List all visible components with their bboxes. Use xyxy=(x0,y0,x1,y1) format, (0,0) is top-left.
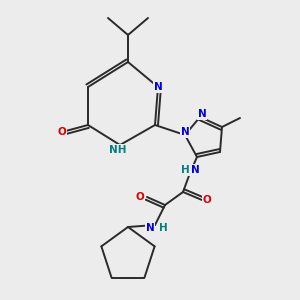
Text: N: N xyxy=(181,127,189,137)
Text: N: N xyxy=(146,223,154,233)
Text: NH: NH xyxy=(109,145,127,155)
Text: H: H xyxy=(181,165,189,175)
Text: N: N xyxy=(154,82,162,92)
Text: O: O xyxy=(58,127,66,137)
Text: O: O xyxy=(202,195,211,205)
Text: N: N xyxy=(190,165,200,175)
Text: O: O xyxy=(136,192,144,202)
Text: N: N xyxy=(198,109,206,119)
Text: H: H xyxy=(159,223,167,233)
